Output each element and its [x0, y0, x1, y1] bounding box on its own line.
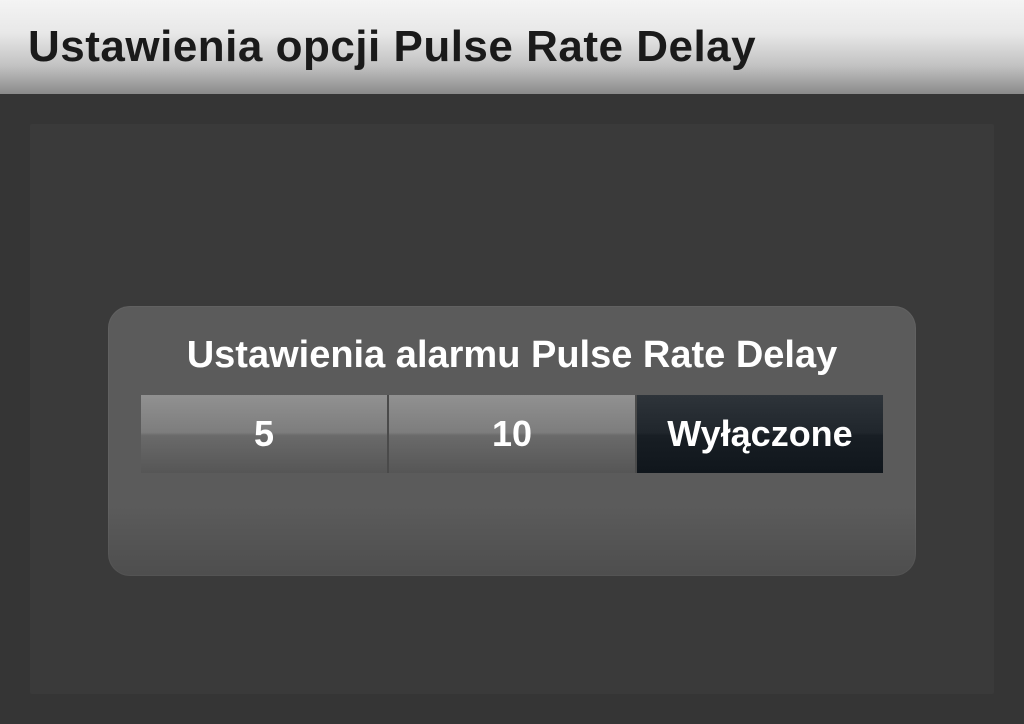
settings-panel: Ustawienia alarmu Pulse Rate Delay 5 10 …: [108, 306, 916, 576]
option-5-button[interactable]: 5: [141, 395, 389, 473]
options-row: 5 10 Wyłączone: [141, 395, 883, 473]
panel-title: Ustawienia alarmu Pulse Rate Delay: [187, 334, 838, 377]
page-title: Ustawienia opcji Pulse Rate Delay: [28, 22, 756, 72]
header-bar: Ustawienia opcji Pulse Rate Delay: [0, 0, 1024, 94]
main-area: Ustawienia alarmu Pulse Rate Delay 5 10 …: [0, 94, 1024, 724]
option-off-button[interactable]: Wyłączone: [637, 395, 883, 473]
option-10-button[interactable]: 10: [389, 395, 637, 473]
content-frame: Ustawienia alarmu Pulse Rate Delay 5 10 …: [30, 124, 994, 694]
panel-shadow: [108, 506, 916, 576]
